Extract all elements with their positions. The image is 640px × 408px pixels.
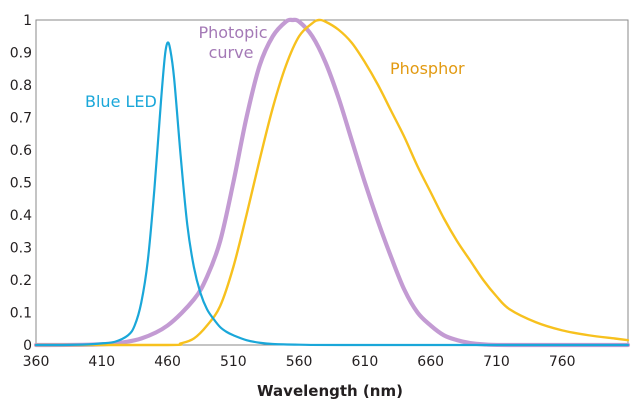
x-tick-label: 410 <box>88 354 115 370</box>
y-tick-label: 0.6 <box>10 143 32 159</box>
y-tick-label: 0.8 <box>10 78 32 94</box>
y-tick-label: 0.3 <box>10 241 32 257</box>
x-tick-label: 360 <box>23 354 50 370</box>
y-axis-ticks: 0 0.1 0.2 0.3 0.4 0.5 0.6 0.7 0.8 0.9 1 <box>10 13 32 354</box>
phosphor-label: Phosphor <box>390 59 465 78</box>
x-tick-label: 760 <box>549 354 576 370</box>
series-layer <box>33 17 631 348</box>
x-tick-label: 610 <box>352 354 379 370</box>
y-tick-label: 0.5 <box>10 176 32 192</box>
x-tick-label: 510 <box>220 354 247 370</box>
series-line-blue-led <box>34 41 630 347</box>
photopic-label-line1: Photopic <box>198 23 267 42</box>
x-tick-label: 710 <box>483 354 510 370</box>
plot-area-frame <box>35 19 629 346</box>
x-axis-ticks: 360 410 460 510 560 610 660 710 760 <box>23 354 576 370</box>
x-tick-label: 560 <box>286 354 313 370</box>
photopic-label-line2: curve <box>209 43 254 62</box>
y-tick-label: 0.7 <box>10 111 32 127</box>
y-tick-label: 0.1 <box>10 306 32 322</box>
series-labels: Blue LED Photopic curve Phosphor <box>85 23 465 111</box>
series-line-phosphor <box>34 18 630 347</box>
series-line-photopic-curve <box>33 17 631 348</box>
y-tick-label: 1 <box>23 13 32 29</box>
x-axis-title: Wavelength (nm) <box>257 382 403 400</box>
y-tick-label: 0.4 <box>10 208 32 224</box>
y-tick-label: 0.9 <box>10 46 32 62</box>
x-tick-label: 460 <box>154 354 181 370</box>
blue-led-label: Blue LED <box>85 92 157 111</box>
y-tick-label: 0 <box>23 338 32 354</box>
y-tick-label: 0.2 <box>10 273 32 289</box>
x-tick-label: 660 <box>417 354 444 370</box>
